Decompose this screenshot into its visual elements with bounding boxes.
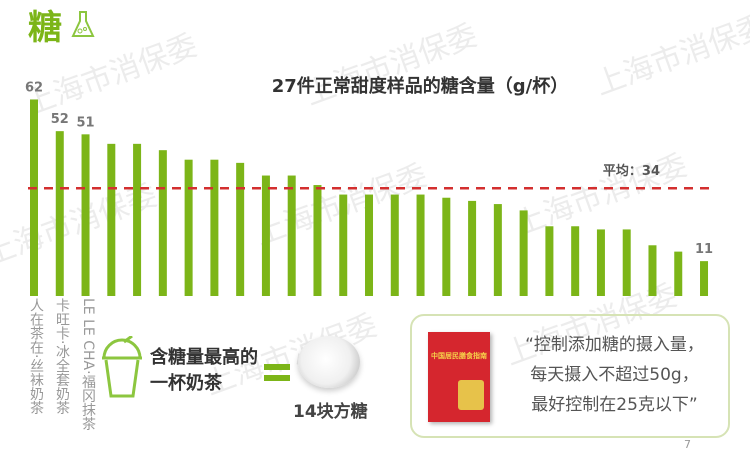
bar (236, 162, 245, 296)
bar (596, 229, 605, 296)
bar (158, 150, 167, 296)
bar (107, 143, 116, 296)
category-label: 卡旺卡·冰全套奶茶 (54, 298, 70, 415)
section-heading: 糖 (28, 8, 62, 48)
sugar-cube-count: 14块方糖 (293, 402, 368, 422)
bar (416, 194, 425, 296)
bar (30, 99, 38, 297)
bar (365, 194, 374, 296)
book-title: 中国居民膳食指南 (431, 352, 487, 360)
flask-icon (71, 11, 95, 37)
data-label: 11 (695, 242, 713, 257)
quote-line: 最好控制在25克以下” (531, 395, 698, 415)
bar (81, 134, 90, 296)
bar (519, 210, 528, 296)
chart-title: 27件正常甜度样品的糖含量（g/杯） (271, 76, 569, 97)
quote-line: 每天摄入不超过50g， (530, 365, 699, 385)
page-number: 7 (684, 438, 691, 451)
quote-text: “控制添加糖的摄入量， 每天摄入不超过50g， 最好控制在25克以下” (502, 330, 727, 420)
bar (648, 245, 657, 296)
bar (493, 204, 502, 296)
category-label: LE LE CHA·福冈抹茶 (80, 298, 96, 431)
equals-icon (264, 364, 290, 386)
bar (468, 200, 477, 296)
bar (700, 261, 709, 296)
bar (545, 226, 554, 296)
bar (622, 229, 631, 296)
quote-box: 中国居民膳食指南 “控制添加糖的摄入量， 每天摄入不超过50g， 最好控制在25… (410, 314, 730, 438)
data-label: 62 (25, 80, 43, 95)
bar (184, 159, 193, 296)
bar (674, 251, 683, 296)
highest-label-line2: 一杯奶茶 (150, 373, 222, 394)
sugar-cubes-image (298, 336, 360, 388)
highest-label-line1: 含糖量最高的 (150, 347, 258, 368)
bar (210, 159, 219, 296)
book-cover-illustration (458, 380, 484, 410)
average-label: 平均：34 (603, 163, 660, 179)
bar (442, 197, 451, 296)
highest-sugar-label: 含糖量最高的 一杯奶茶 (150, 345, 258, 397)
bar (133, 143, 142, 296)
quote-line: “控制添加糖的摄入量， (525, 335, 704, 355)
bar (339, 194, 348, 296)
bar (313, 185, 322, 296)
category-label: 人在茶在·丝袜奶茶 (28, 298, 44, 415)
bar (55, 131, 64, 296)
bar (261, 175, 270, 296)
milk-tea-cup-icon (102, 336, 142, 398)
bar (571, 226, 580, 296)
bar (390, 194, 399, 296)
dietary-guide-book-image: 中国居民膳食指南 (428, 332, 490, 422)
data-label: 52 (51, 112, 69, 127)
bar (287, 175, 296, 296)
data-label: 51 (76, 115, 94, 130)
